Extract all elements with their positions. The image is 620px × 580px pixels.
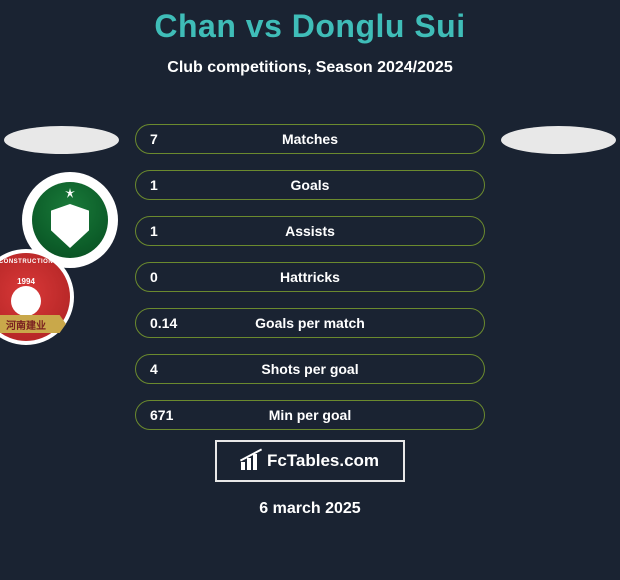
stats-panel: 7 Matches 1 Goals 1 Assists 0 Hattricks … <box>135 124 485 446</box>
stat-row-goals-per-match: 0.14 Goals per match <box>135 308 485 338</box>
stat-row-assists: 1 Assists <box>135 216 485 246</box>
stat-value: 4 <box>150 361 158 377</box>
footer-date: 6 march 2025 <box>0 500 620 518</box>
stat-label: Min per goal <box>136 407 484 423</box>
stat-row-min-per-goal: 671 Min per goal <box>135 400 485 430</box>
stat-label: Goals <box>136 177 484 193</box>
stat-row-hattricks: 0 Hattricks <box>135 262 485 292</box>
stat-label: Matches <box>136 131 484 147</box>
stat-row-matches: 7 Matches <box>135 124 485 154</box>
football-icon <box>11 286 41 316</box>
header: Chan vs Donglu Sui Club competitions, Se… <box>0 0 620 77</box>
shield-icon <box>51 204 89 248</box>
club-badge-right-year: 1994 <box>17 277 35 286</box>
palm-icon <box>65 188 75 198</box>
club-badge-left-crest-top <box>46 186 94 200</box>
bar-chart-icon <box>241 452 263 470</box>
stat-value: 671 <box>150 407 173 423</box>
stat-label: Goals per match <box>136 315 484 331</box>
stat-value: 1 <box>150 177 158 193</box>
brand-box: FcTables.com <box>215 440 405 482</box>
stat-label: Shots per goal <box>136 361 484 377</box>
stat-row-shots-per-goal: 4 Shots per goal <box>135 354 485 384</box>
stat-label: Assists <box>136 223 484 239</box>
club-badge-left-inner <box>32 182 108 258</box>
club-badge-right: CONSTRUCTION 1994 河南建业 <box>0 249 74 345</box>
stat-value: 0 <box>150 269 158 285</box>
club-badge-right-banner: 河南建业 <box>0 315 66 333</box>
stat-value: 1 <box>150 223 158 239</box>
page-subtitle: Club competitions, Season 2024/2025 <box>0 59 620 77</box>
club-badge-right-arc: CONSTRUCTION <box>0 259 70 265</box>
brand-text: FcTables.com <box>267 451 379 471</box>
stat-value: 0.14 <box>150 315 177 331</box>
player-placeholder-left <box>4 126 119 154</box>
stat-row-goals: 1 Goals <box>135 170 485 200</box>
stat-value: 7 <box>150 131 158 147</box>
player-placeholder-right <box>501 126 616 154</box>
stat-label: Hattricks <box>136 269 484 285</box>
page-title: Chan vs Donglu Sui <box>0 8 620 45</box>
